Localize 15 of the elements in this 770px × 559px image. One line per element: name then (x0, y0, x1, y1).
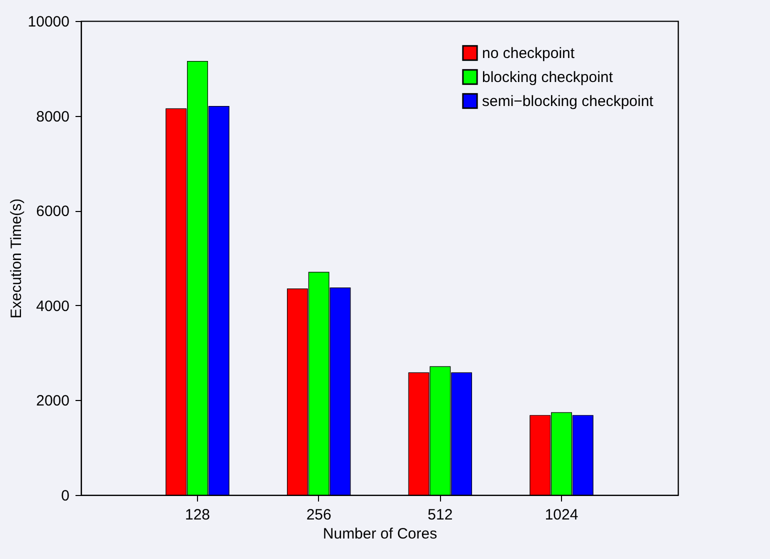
legend-label: semi−blocking checkpoint (482, 93, 654, 110)
x-tick-label: 256 (306, 506, 332, 524)
x-tick-label: 512 (428, 506, 453, 524)
legend-label: no checkpoint (482, 45, 576, 62)
y-tick-label: 2000 (36, 392, 70, 410)
x-axis-title: Number of Cores (322, 526, 438, 542)
y-tick-label: 6000 (36, 203, 70, 220)
x-tick-label: 128 (184, 506, 210, 524)
y-tick-label: 4000 (36, 298, 70, 315)
x-tick-label: 1024 (544, 506, 578, 524)
y-tick-label: 0 (61, 488, 70, 504)
legend-label: blocking checkpoint (482, 69, 614, 86)
y-tick-label: 10000 (28, 14, 70, 30)
y-tick-label: 8000 (36, 108, 70, 126)
y-axis-title: Execution Time(s) (8, 198, 25, 319)
